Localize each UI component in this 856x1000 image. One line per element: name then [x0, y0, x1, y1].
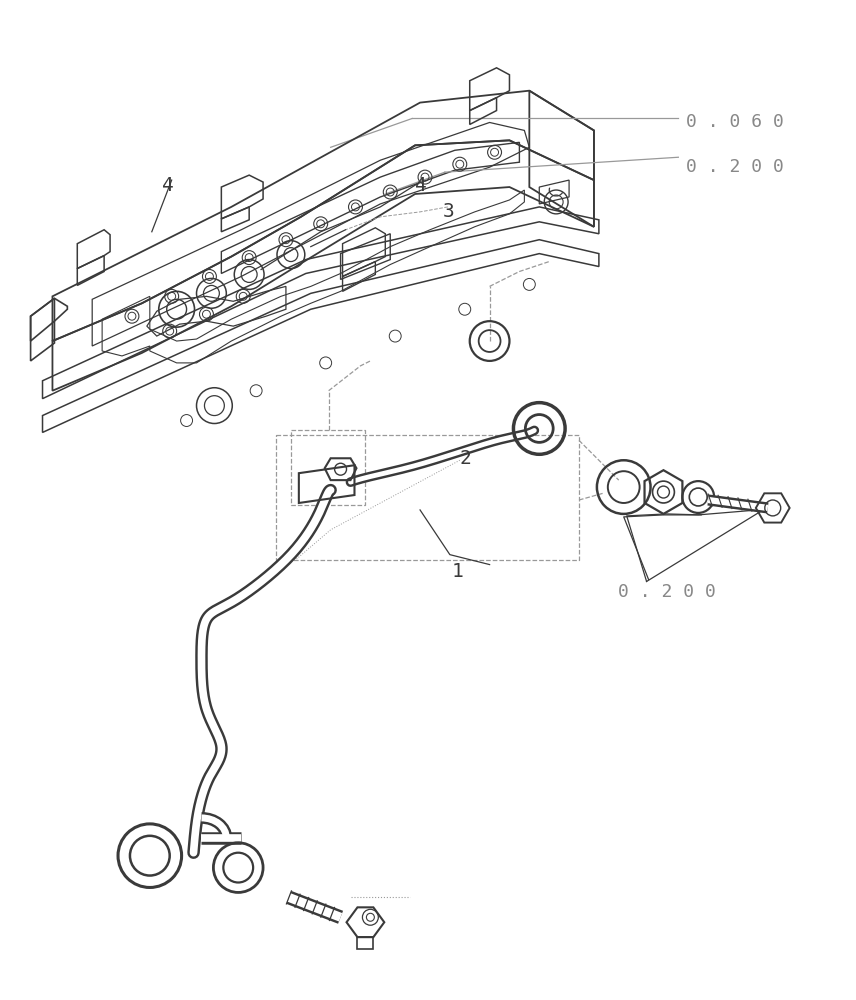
Text: 2: 2: [460, 449, 472, 468]
Text: 4: 4: [162, 176, 174, 195]
Text: 0 . 2 0 0: 0 . 2 0 0: [618, 583, 716, 601]
Text: 3: 3: [443, 202, 455, 221]
Text: 1: 1: [452, 562, 464, 581]
Text: 0 . 0 6 0: 0 . 0 6 0: [687, 113, 784, 131]
Text: 0 . 2 0 0: 0 . 2 0 0: [687, 158, 784, 176]
Text: 4: 4: [415, 176, 427, 195]
